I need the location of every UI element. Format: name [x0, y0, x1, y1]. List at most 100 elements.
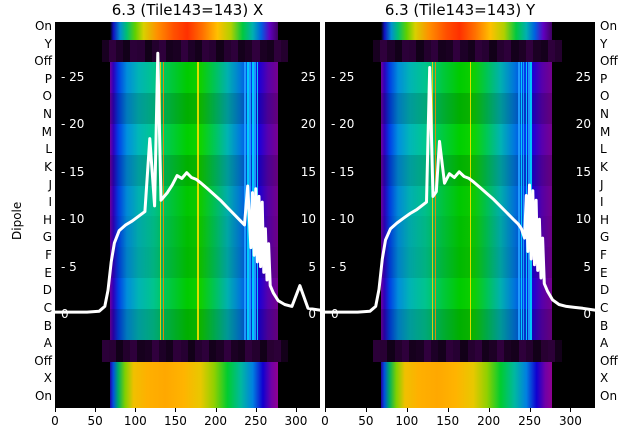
gap-cell: [379, 40, 388, 62]
gap-cell: [123, 340, 131, 362]
gap-cell: [452, 40, 461, 62]
overlay-curve-right: [325, 66, 595, 314]
x-tick-mark: [135, 408, 137, 412]
y-category-label-on: On: [34, 19, 52, 33]
x-tick-label: 50: [87, 414, 103, 428]
x-axis-y: 0 50 100 150 200 250 300: [321, 408, 595, 440]
y-category-label-n: N: [600, 107, 609, 122]
gap-cell: [525, 340, 534, 362]
panel-y[interactable]: 6.3 (Tile143=143) Y - 25 25- 20 20- 15 15- …: [321, 0, 595, 440]
gap-cell: [151, 340, 159, 362]
emission-line: [432, 62, 434, 340]
gap-cell: [273, 340, 282, 362]
plot-area-x[interactable]: - 25 25 - 20 20 - 15 15 - 10 10 - 5 5 0 0: [55, 22, 320, 408]
gap-cell: [281, 40, 289, 62]
y-tick-label-inner-right: 25: [575, 69, 591, 84]
gap-cell: [173, 40, 181, 62]
y-category-label-on: On: [600, 19, 618, 33]
y-tick-label-inner-left: - 25: [61, 69, 85, 84]
y-category-label-b: B: [600, 318, 609, 333]
emission-line: [469, 62, 472, 340]
y-category-label-i: I: [48, 195, 52, 210]
spectrum-top-strip: [380, 22, 553, 40]
gap-cell: [166, 40, 174, 62]
y-category-label-on: On: [600, 389, 618, 403]
gap-cell: [423, 340, 432, 362]
x-tick-mark: [529, 408, 531, 412]
x-tick-mark: [55, 408, 56, 412]
gap-cell: [252, 340, 260, 362]
y-category-label-k: K: [600, 159, 608, 174]
gap-cell: [379, 340, 388, 362]
emission-line: [162, 62, 164, 340]
y-tick-label-inner-right: 0: [308, 307, 316, 321]
gap-cell: [202, 340, 210, 362]
x-tick-label: 150: [164, 414, 187, 428]
y-tick-label-inner-right: 25: [300, 69, 316, 84]
y-category-label-p: P: [44, 71, 52, 86]
x-tick-label: 250: [518, 414, 541, 428]
gap-cell: [230, 340, 238, 362]
gap-cell: [230, 40, 238, 62]
gap-cell: [223, 40, 231, 62]
gap-cell: [504, 340, 512, 362]
y-category-label-on: On: [34, 389, 52, 403]
gap-cell: [401, 40, 410, 62]
spectral-line: [249, 62, 251, 340]
gap-cell: [108, 340, 116, 362]
spectrum-main-spectrogram: [109, 62, 279, 340]
y-tick-label-inner-left: - 20: [61, 117, 85, 132]
gap-cell: [115, 40, 124, 62]
x-tick-label: 300: [284, 414, 308, 428]
panel-x[interactable]: 6.3 (Tile143=143) X - 25 25- 20 20- 15 15- …: [51, 0, 320, 440]
gap-cell: [394, 340, 402, 362]
gap-cell: [223, 340, 231, 362]
x-tick-mark: [175, 408, 177, 412]
heatmap-band-top-strip: [55, 22, 320, 40]
y-category-label-c: C: [43, 300, 52, 315]
y-category-label-x: X: [600, 371, 609, 386]
gap-cell: [144, 340, 152, 362]
y-tick-label-inner-left: 0: [61, 307, 69, 321]
gap-cell: [159, 40, 167, 62]
spectrum-top-strip: [109, 22, 279, 40]
x-tick-label: 300: [559, 414, 582, 428]
y-category-label-h: H: [42, 212, 52, 227]
x-tick-mark: [406, 408, 408, 412]
y-category-label-j: J: [48, 177, 52, 192]
y-tick-label-inner-left: - 25: [331, 69, 355, 84]
y-category-label-off: Off: [600, 353, 618, 368]
y-category-label-a: A: [43, 336, 52, 351]
x-tick-mark: [570, 408, 572, 412]
y-category-label-m: M: [600, 124, 611, 139]
x-axis-x: 0 50 100 150 200 250 300: [51, 408, 320, 440]
heatmap-gap-row: [55, 340, 320, 362]
gap-cell: [245, 340, 253, 362]
heatmap-band-bottom-strip: [325, 362, 595, 408]
y-category-label-h: H: [600, 212, 610, 227]
heatmap-band-top-strip: [325, 22, 595, 40]
gap-cell: [438, 40, 446, 62]
gap-cell: [525, 40, 534, 62]
y-tick-label-inner-right: 0: [583, 307, 591, 321]
spectrum-bottom-strip: [109, 362, 279, 408]
x-tick-mark: [255, 408, 257, 412]
y-tick-label-inner-left: - 10: [331, 212, 355, 227]
gap-cell: [409, 40, 417, 62]
y-tick-label-inner-right: 15: [300, 164, 316, 179]
y-tick-label-inner-right: 10: [575, 212, 591, 227]
y-category-label-a: A: [600, 336, 609, 351]
gap-cell: [194, 340, 203, 362]
gap-cell: [460, 40, 468, 62]
emission-line: [434, 62, 437, 340]
gap-cell: [431, 340, 439, 362]
spectral-line: [520, 62, 523, 340]
gap-cell: [547, 40, 556, 62]
gap-cell: [273, 40, 282, 62]
gap-cell: [209, 40, 217, 62]
y-category-label-i: I: [600, 195, 604, 210]
gap-cell: [547, 340, 556, 362]
plot-area-y[interactable]: - 25 25 - 20 20 - 15 15 - 10 10 - 5 5 0 0: [325, 22, 595, 408]
gap-cell: [108, 40, 116, 62]
y-tick-label-inner-left: - 20: [331, 117, 355, 132]
